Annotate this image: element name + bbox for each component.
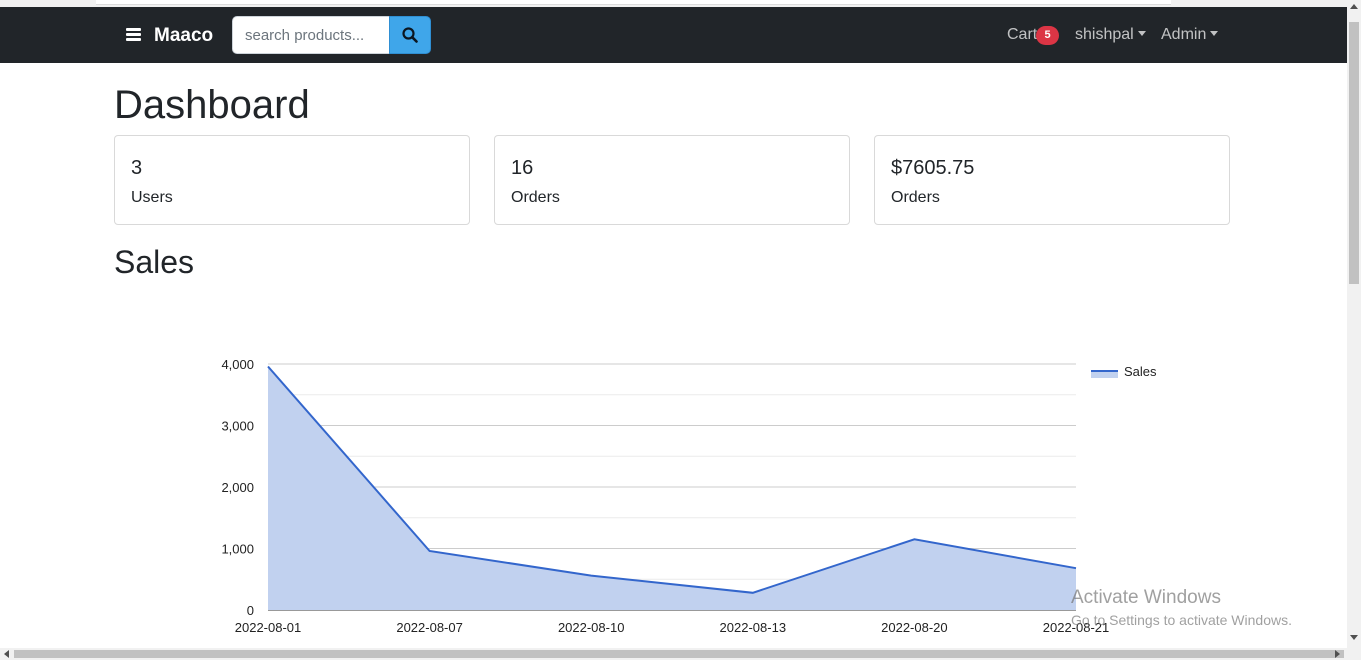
y-tick-label: 0 (247, 603, 254, 618)
sales-series-line (267, 365, 1077, 594)
stat-label: Orders (891, 189, 940, 206)
x-tick-label: 2022-08-10 (558, 620, 625, 635)
scroll-down-arrow-icon[interactable] (1350, 635, 1358, 640)
stat-value: $7605.75 (891, 157, 975, 179)
stat-value: 16 (511, 157, 534, 179)
y-tick-label: 4,000 (221, 357, 254, 372)
vertical-scrollbar-thumb[interactable] (1349, 22, 1359, 284)
browser-top-strip-inner (96, 0, 1171, 5)
search-icon (402, 27, 418, 43)
activate-windows-subtitle: Go to Settings to activate Windows. (1071, 612, 1292, 628)
user-dropdown[interactable]: shishpal (1075, 25, 1146, 45)
activate-windows-title: Activate Windows (1071, 587, 1221, 608)
scroll-up-arrow-icon[interactable] (1350, 4, 1358, 9)
sales-chart: 0 1,000 2,000 3,000 4,000 2022-08-01 2022-08-0… (221, 357, 1157, 635)
stat-card-users: 3 Users (114, 135, 470, 225)
search-input[interactable] (232, 16, 390, 54)
scroll-left-arrow-icon[interactable] (4, 650, 9, 658)
cart-link[interactable]: Cart (1007, 26, 1038, 43)
x-tick-label: 2022-08-13 (720, 620, 787, 635)
user-dropdown-label: shishpal (1075, 26, 1134, 43)
stat-card-revenue: $7605.75 Orders (874, 135, 1230, 225)
user-dropdown-caret-icon (1137, 31, 1146, 36)
search-button[interactable] (389, 16, 431, 54)
x-tick-label: 2022-08-07 (396, 620, 463, 635)
y-tick-label: 1,000 (221, 542, 254, 557)
stat-label: Users (131, 189, 173, 206)
x-tick-label: 2022-08-20 (881, 620, 948, 635)
scroll-right-arrow-icon[interactable] (1335, 650, 1340, 658)
admin-dropdown[interactable]: Admin (1161, 25, 1219, 45)
horizontal-scrollbar[interactable] (0, 648, 1361, 660)
brand-logo[interactable]: Maaco (154, 25, 214, 46)
sales-area-fill (268, 366, 1076, 610)
stat-label: Orders (511, 189, 560, 206)
y-tick-label: 3,000 (221, 419, 254, 434)
stat-value: 3 (131, 157, 143, 179)
admin-dropdown-label: Admin (1161, 26, 1207, 43)
browser-top-strip (0, 0, 1347, 7)
horizontal-scrollbar-thumb[interactable] (14, 650, 1344, 658)
page-title: Dashboard (114, 83, 310, 127)
x-tick-label: 2022-08-21 (1043, 620, 1110, 635)
x-tick-label: 2022-08-01 (235, 620, 302, 635)
hamburger-menu-icon[interactable] (126, 28, 141, 41)
legend-swatch-fill (1091, 371, 1118, 378)
cart-count-badge: 5 (1036, 26, 1059, 45)
stat-card-orders: 16 Orders (494, 135, 850, 225)
legend-label: Sales (1124, 364, 1157, 379)
sales-section-title: Sales (114, 244, 195, 280)
y-tick-label: 2,000 (221, 480, 254, 495)
navbar: Maaco Cart 5 shishpal Admin (0, 7, 1347, 63)
vertical-scrollbar[interactable] (1347, 0, 1361, 648)
admin-dropdown-caret-icon (1210, 31, 1219, 36)
